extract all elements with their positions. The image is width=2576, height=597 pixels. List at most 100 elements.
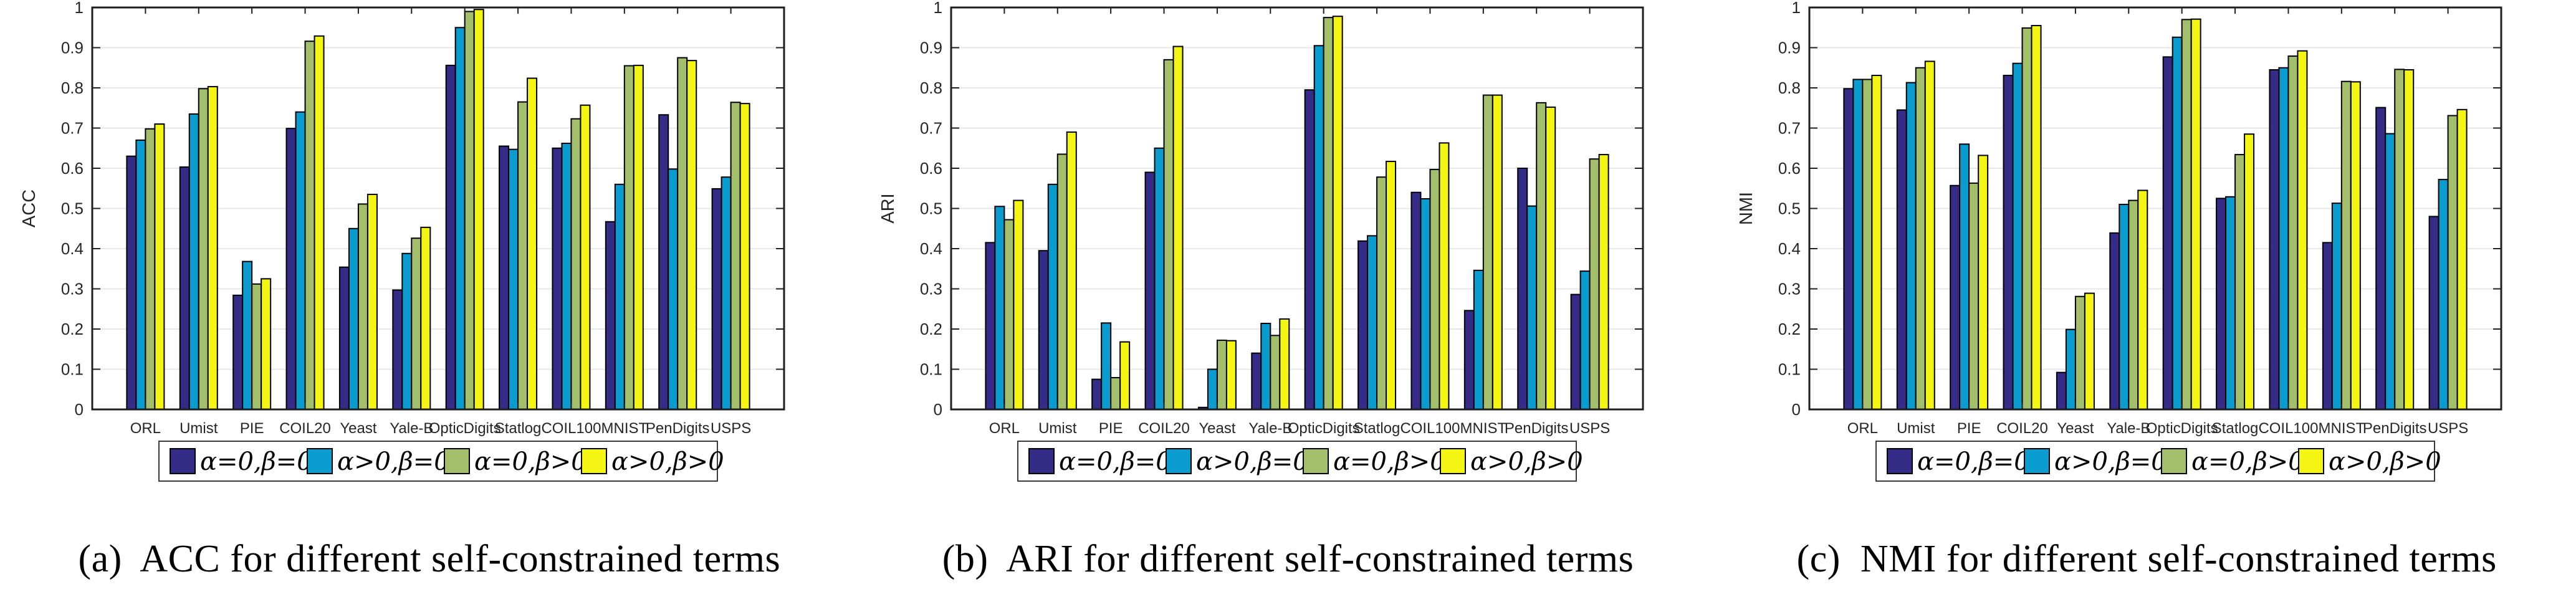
bar <box>552 147 563 410</box>
bar <box>207 86 218 410</box>
bar <box>154 123 165 410</box>
y-tick-label: 0.4 <box>920 239 942 258</box>
caption-a: (a) ACC for different self-constrained t… <box>78 538 781 580</box>
bar <box>1925 60 1936 410</box>
bar <box>1906 82 1917 410</box>
bar <box>1013 199 1024 410</box>
legend-swatch <box>2024 447 2051 474</box>
x-tick-label: Statlog <box>495 420 542 437</box>
legend-swatch <box>1439 447 1466 474</box>
legend-label: α=0,β=0 <box>1917 447 2030 476</box>
y-tick-label: 0.1 <box>920 360 942 378</box>
bar <box>1313 45 1324 410</box>
bar <box>739 103 750 410</box>
bar <box>1109 377 1121 410</box>
x-tick-label: OpticDigits <box>2146 420 2218 437</box>
legend-label: α>0,β>0 <box>1470 447 1583 476</box>
bar <box>1852 79 1864 410</box>
bar <box>1598 154 1609 410</box>
legend-swatch <box>1165 447 1192 474</box>
bar <box>2084 292 2095 410</box>
bar <box>2244 133 2255 410</box>
bar <box>1091 378 1102 410</box>
x-tick-label: ORL <box>130 420 161 437</box>
bar <box>392 289 403 410</box>
legend: α=0,β=0 α>0,β=0 α=0,β>0 α>0,β>0 <box>1875 440 2441 482</box>
bar <box>2225 196 2236 410</box>
legend-label: α>0,β=0 <box>2054 447 2167 476</box>
bar <box>2075 295 2086 410</box>
y-axis-label: ARI <box>878 193 898 223</box>
bar <box>1119 341 1130 410</box>
legend-label: α>0,β>0 <box>2329 447 2441 476</box>
bar <box>721 176 732 410</box>
y-tick-label: 0.2 <box>61 320 84 338</box>
panel-a: ORL Umist PIE COIL20 Yeast Yale-B OpticDigits S… <box>0 0 859 597</box>
y-tick-label: 0.7 <box>61 119 84 138</box>
x-tick-label: Yale-B <box>2107 420 2151 437</box>
y-tick-label: 0.2 <box>1778 320 1801 338</box>
bar <box>1366 235 1377 410</box>
legend-swatch <box>580 447 607 474</box>
legend-swatch <box>306 447 333 474</box>
bar <box>517 101 529 410</box>
y-tick-label: 0.7 <box>1778 119 1801 138</box>
bar <box>623 65 634 410</box>
legend-swatch <box>443 447 470 474</box>
y-axis-label: ACC <box>19 189 39 227</box>
bar <box>1589 158 1600 410</box>
x-tick-label: OpticDigits <box>429 420 501 437</box>
y-tick-label: 0.9 <box>61 39 84 57</box>
bar <box>366 193 378 410</box>
x-tick-label: Umist <box>1038 420 1077 437</box>
bar <box>1862 79 1873 410</box>
bar <box>1491 94 1503 410</box>
bar <box>2234 154 2246 410</box>
x-tick-label: PenDigits <box>646 420 710 437</box>
legend-label: α>0,β=0 <box>1196 447 1309 476</box>
bar <box>686 60 697 410</box>
x-tick-label: PIE <box>1098 420 1123 437</box>
legend-swatch <box>1028 447 1055 474</box>
x-tick-label: Yeast <box>1199 420 1235 437</box>
bar <box>2181 19 2192 410</box>
bar <box>1038 250 1049 410</box>
y-tick-label: 0.6 <box>1778 159 1801 178</box>
bar <box>2128 199 2139 410</box>
bar <box>2109 232 2120 410</box>
legend-label: α>0,β>0 <box>611 447 724 476</box>
x-tick-label: USPS <box>711 420 751 437</box>
bar <box>232 294 244 410</box>
bar <box>561 143 572 410</box>
y-tick-label: 0.5 <box>1778 199 1801 218</box>
bar <box>1410 191 1422 410</box>
x-tick-label: Yeast <box>340 420 376 437</box>
y-tick-label: 0.5 <box>920 199 942 218</box>
x-tick-label: USPS <box>1569 420 1610 437</box>
bar <box>1463 310 1475 410</box>
bar <box>314 35 325 410</box>
bar <box>1429 168 1440 410</box>
legend-label: α=0,β>0 <box>1333 447 1446 476</box>
bar <box>445 64 456 410</box>
bar <box>1526 205 1537 410</box>
bar <box>1544 106 1556 410</box>
bar <box>464 11 475 410</box>
x-tick-label: COIL20 <box>1138 420 1190 437</box>
legend-label: α=0,β=0 <box>1059 447 1172 476</box>
legend-swatch <box>169 447 196 474</box>
y-tick-label: 0.9 <box>1778 39 1801 57</box>
x-tick-label: Statlog <box>1353 420 1400 437</box>
x-tick-label: PIE <box>240 420 264 437</box>
bar <box>1570 294 1581 410</box>
bar <box>420 226 431 410</box>
bar <box>2190 18 2201 410</box>
axes-box <box>1808 6 2502 411</box>
bar <box>1950 184 1961 410</box>
bar <box>454 27 466 410</box>
y-tick-label: 0.4 <box>61 239 84 258</box>
legend-label: α>0,β=0 <box>337 447 450 476</box>
bar <box>994 206 1005 410</box>
legend-swatch <box>1887 447 1913 474</box>
